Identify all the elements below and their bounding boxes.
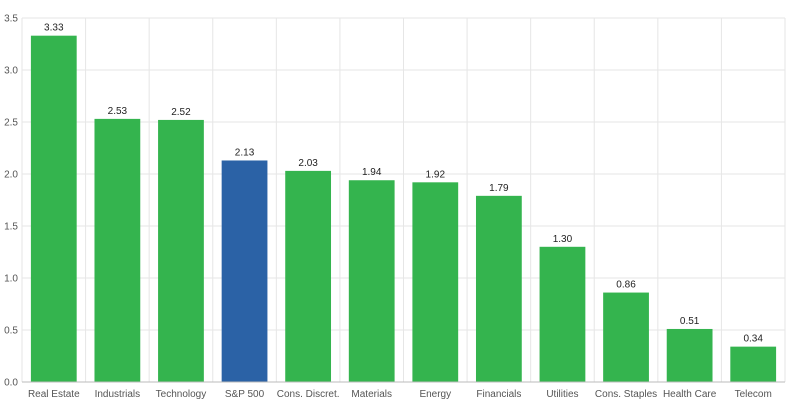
- x-tick-label: Materials: [351, 389, 392, 400]
- bar[interactable]: [94, 118, 141, 382]
- bar[interactable]: [30, 35, 77, 383]
- data-label: 0.86: [616, 280, 636, 291]
- x-tick-label: Utilities: [546, 389, 578, 400]
- y-tick-label: 1.0: [4, 274, 18, 285]
- data-label: 1.79: [489, 183, 509, 194]
- x-tick-label: Cons. Staples: [595, 389, 657, 400]
- data-label: 1.92: [426, 169, 446, 180]
- data-label: 2.03: [298, 158, 318, 169]
- x-tick-label: S&P 500: [225, 389, 265, 400]
- x-tick-label: Energy: [419, 389, 451, 400]
- y-tick-label: 2.0: [4, 170, 18, 181]
- y-tick-label: 3.5: [4, 14, 18, 25]
- data-label: 2.13: [235, 147, 255, 158]
- bar[interactable]: [603, 292, 649, 382]
- data-label: 3.33: [44, 23, 64, 34]
- bar[interactable]: [221, 160, 268, 382]
- data-label: 1.30: [553, 234, 573, 245]
- x-tick-label: Technology: [156, 389, 207, 400]
- bar[interactable]: [285, 170, 332, 382]
- x-tick-label: Industrials: [95, 389, 141, 400]
- grid: [21, 17, 786, 383]
- bar[interactable]: [539, 246, 586, 382]
- data-label: 0.34: [743, 334, 763, 345]
- y-tick-label: 0.0: [4, 378, 18, 389]
- bar[interactable]: [412, 182, 459, 382]
- x-tick-label: Cons. Discret.: [277, 389, 340, 400]
- y-axis: 0.0 0.5 1.0 1.5 2.0 2.5 3.0 3.5: [4, 14, 18, 389]
- x-axis: Real Estate Industrials Technology S&P 500 C…: [22, 381, 785, 400]
- x-tick-label: Real Estate: [28, 389, 80, 400]
- x-tick-label: Financials: [476, 389, 521, 400]
- data-label: 1.94: [362, 167, 382, 178]
- x-tick-label: Telecom: [735, 389, 772, 400]
- y-tick-label: 0.5: [4, 326, 18, 337]
- y-tick-label: 3.0: [4, 66, 18, 77]
- data-label: 2.52: [171, 107, 191, 118]
- bar[interactable]: [666, 328, 713, 382]
- y-tick-label: 1.5: [4, 222, 18, 233]
- x-tick-label: Health Care: [663, 389, 717, 400]
- bar[interactable]: [475, 195, 522, 382]
- data-labels: 3.33 2.53 2.52 2.13 2.03 1.94 1.92 1.79 1.30 0.86…: [44, 23, 763, 345]
- data-label: 2.53: [108, 106, 128, 117]
- data-label: 0.51: [680, 316, 700, 327]
- bars: [30, 35, 777, 383]
- bar[interactable]: [158, 119, 204, 383]
- y-tick-label: 2.5: [4, 118, 18, 129]
- bar[interactable]: [730, 346, 777, 382]
- bar[interactable]: [348, 180, 395, 382]
